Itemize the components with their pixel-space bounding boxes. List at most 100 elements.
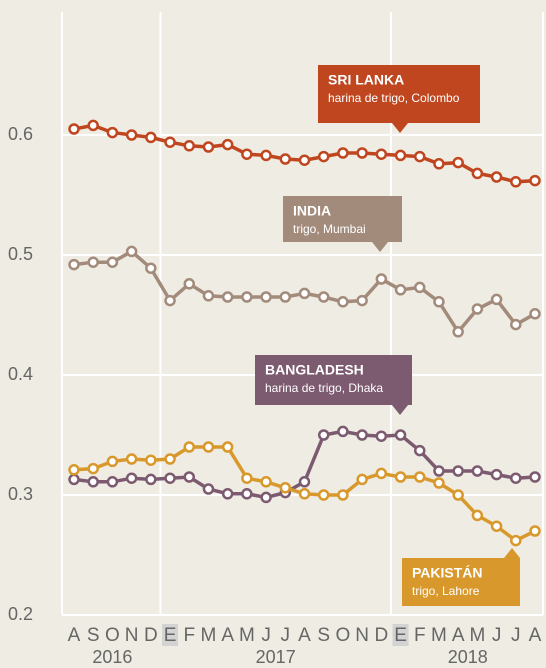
x-tick-label: O [105,625,120,646]
x-tick-label: A [298,625,311,646]
point [164,294,176,307]
series-line [73,123,536,184]
point [394,471,407,483]
x-tick-label: J [261,625,271,646]
point [356,473,368,486]
point [452,489,464,501]
point [183,140,195,152]
point [356,294,368,307]
point [375,148,388,160]
callout-name: PAKISTÁN [412,565,483,581]
callout-name: INDIA [293,203,331,219]
point [87,256,99,268]
callout: PAKISTÁN trigo, Lahore [402,548,520,606]
year-label: 2016 [92,647,132,667]
point [106,455,119,468]
x-tick-label: J [511,625,521,646]
point [260,291,272,303]
point [510,318,522,331]
x-tick-label: F [414,625,426,646]
point [87,462,99,475]
point [317,429,330,441]
x-tick-label: E [394,625,407,646]
callout: SRI LANKA harina de trigo, Colombo [318,65,480,133]
x-tick-label: M [431,625,447,646]
callout-box [283,196,402,242]
point [183,441,195,453]
point [202,483,215,495]
callout-name: BANGLADESH [265,362,364,378]
point [183,278,195,290]
point [221,441,234,453]
point [183,471,195,483]
point [106,476,119,488]
callout: INDIA trigo, Mumbai [283,196,402,252]
point [279,153,292,165]
x-tick-label: E [164,625,177,646]
x-tick-label: J [281,625,291,646]
point [471,167,484,180]
point [529,471,541,483]
point [145,262,157,274]
point [221,291,234,303]
x-tick-label: D [144,625,158,646]
point [221,488,234,500]
point [317,150,330,163]
point [202,141,215,153]
point [202,441,215,453]
point [164,453,176,465]
year-label: 2017 [256,647,296,667]
point [221,138,234,151]
callout-pointer [392,123,408,133]
point [337,147,349,159]
point [471,509,484,522]
point [68,464,80,476]
x-tick-label: A [529,625,542,646]
point [298,287,311,300]
x-tick-label: J [492,625,502,646]
x-tick-label: M [469,625,485,646]
x-tick-label: A [221,625,234,646]
point [394,284,407,296]
x-tick-label: M [201,625,217,646]
point [337,296,349,308]
point [452,326,464,338]
point [471,303,484,315]
callout-note: harina de trigo, Dhaka [265,381,383,395]
point [145,454,157,466]
x-tick-label: S [317,625,330,646]
point [125,129,138,141]
point [241,488,253,500]
x-tick-label: N [125,625,139,646]
point [241,472,253,484]
point [433,158,445,170]
y-tick-label: 0.2 [8,604,33,624]
x-tick-label: S [87,625,100,646]
point [510,472,522,484]
point [106,256,119,268]
x-tick-label: A [452,625,465,646]
month-highlight [162,624,179,646]
callout: BANGLADESH harina de trigo, Dhaka [255,355,412,415]
point [414,471,426,483]
callout-note: trigo, Lahore [412,584,480,598]
point [375,273,388,285]
point [68,258,80,271]
point [68,473,80,486]
point [106,126,119,139]
year-label: 2018 [448,647,488,667]
point [241,148,253,160]
point [471,465,484,477]
point [125,245,138,258]
point [298,154,311,166]
x-tick-label: F [183,625,195,646]
point [164,136,176,148]
point [68,123,80,135]
point [164,472,176,484]
point [452,465,464,477]
point [241,291,253,303]
point [452,156,464,169]
callout-pointer [504,548,520,558]
point [337,425,349,438]
